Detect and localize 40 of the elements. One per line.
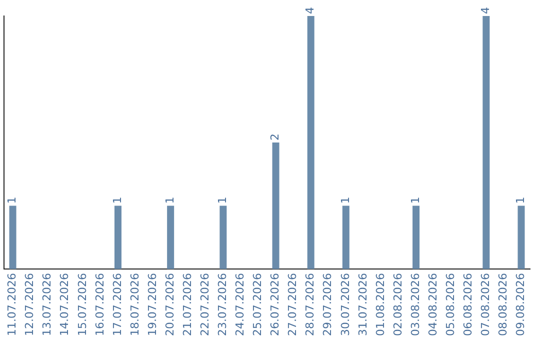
data-label: 1 <box>514 196 528 204</box>
x-tick-label: 07.08.2026 <box>479 273 492 336</box>
data-label: 1 <box>163 196 176 204</box>
x-tick-label: 15.07.2026 <box>76 273 89 336</box>
data-label: 4 <box>304 7 317 14</box>
x-tick-label: 11.07.2026 <box>6 273 19 336</box>
x-tick-label: 21.07.2026 <box>180 273 194 336</box>
x-tick-label: 17.07.2026 <box>110 273 124 336</box>
x-tick-label: 22.07.2026 <box>198 273 212 336</box>
x-tick-label: 14.07.2026 <box>58 273 72 336</box>
x-tick-label: 26.07.2026 <box>268 273 282 336</box>
x-tick-label: 27.07.2026 <box>286 273 300 336</box>
x-tick-label: 25.07.2026 <box>251 273 264 336</box>
x-tick-label: 28.07.2026 <box>304 273 317 336</box>
x-tick-label: 09.08.2026 <box>514 273 528 336</box>
x-tick-label: 05.08.2026 <box>444 273 457 336</box>
x-tick-label: 03.08.2026 <box>408 273 422 336</box>
x-tick-label: 31.07.2026 <box>356 273 370 336</box>
x-tick-label: 08.08.2026 <box>496 273 510 336</box>
x-tick-label: 24.07.2026 <box>234 273 247 336</box>
data-label: 1 <box>6 196 19 204</box>
data-label: 1 <box>408 196 422 204</box>
x-tick-label: 23.07.2026 <box>216 273 230 336</box>
x-tick-label: 13.07.2026 <box>40 273 54 336</box>
x-tick-label: 19.07.2026 <box>146 273 159 336</box>
x-tick-label: 20.07.2026 <box>163 273 176 336</box>
data-label: 2 <box>268 134 282 141</box>
x-tick-label: 29.07.2026 <box>321 273 334 336</box>
x-tick-label: 16.07.2026 <box>93 273 106 336</box>
x-tick-label: 02.08.2026 <box>391 273 404 336</box>
x-tick-label: 12.07.2026 <box>23 273 36 336</box>
x-tick-label: 06.08.2026 <box>461 273 474 336</box>
x-tick-label: 30.07.2026 <box>338 273 352 336</box>
x-tick-label: 01.08.2026 <box>374 273 387 336</box>
data-label: 1 <box>216 196 230 204</box>
x-tick-label: 18.07.2026 <box>128 273 142 336</box>
x-tick-label: 04.08.2026 <box>426 273 440 336</box>
data-label: 1 <box>110 196 124 204</box>
data-label: 4 <box>479 7 492 14</box>
data-label: 1 <box>338 196 352 204</box>
